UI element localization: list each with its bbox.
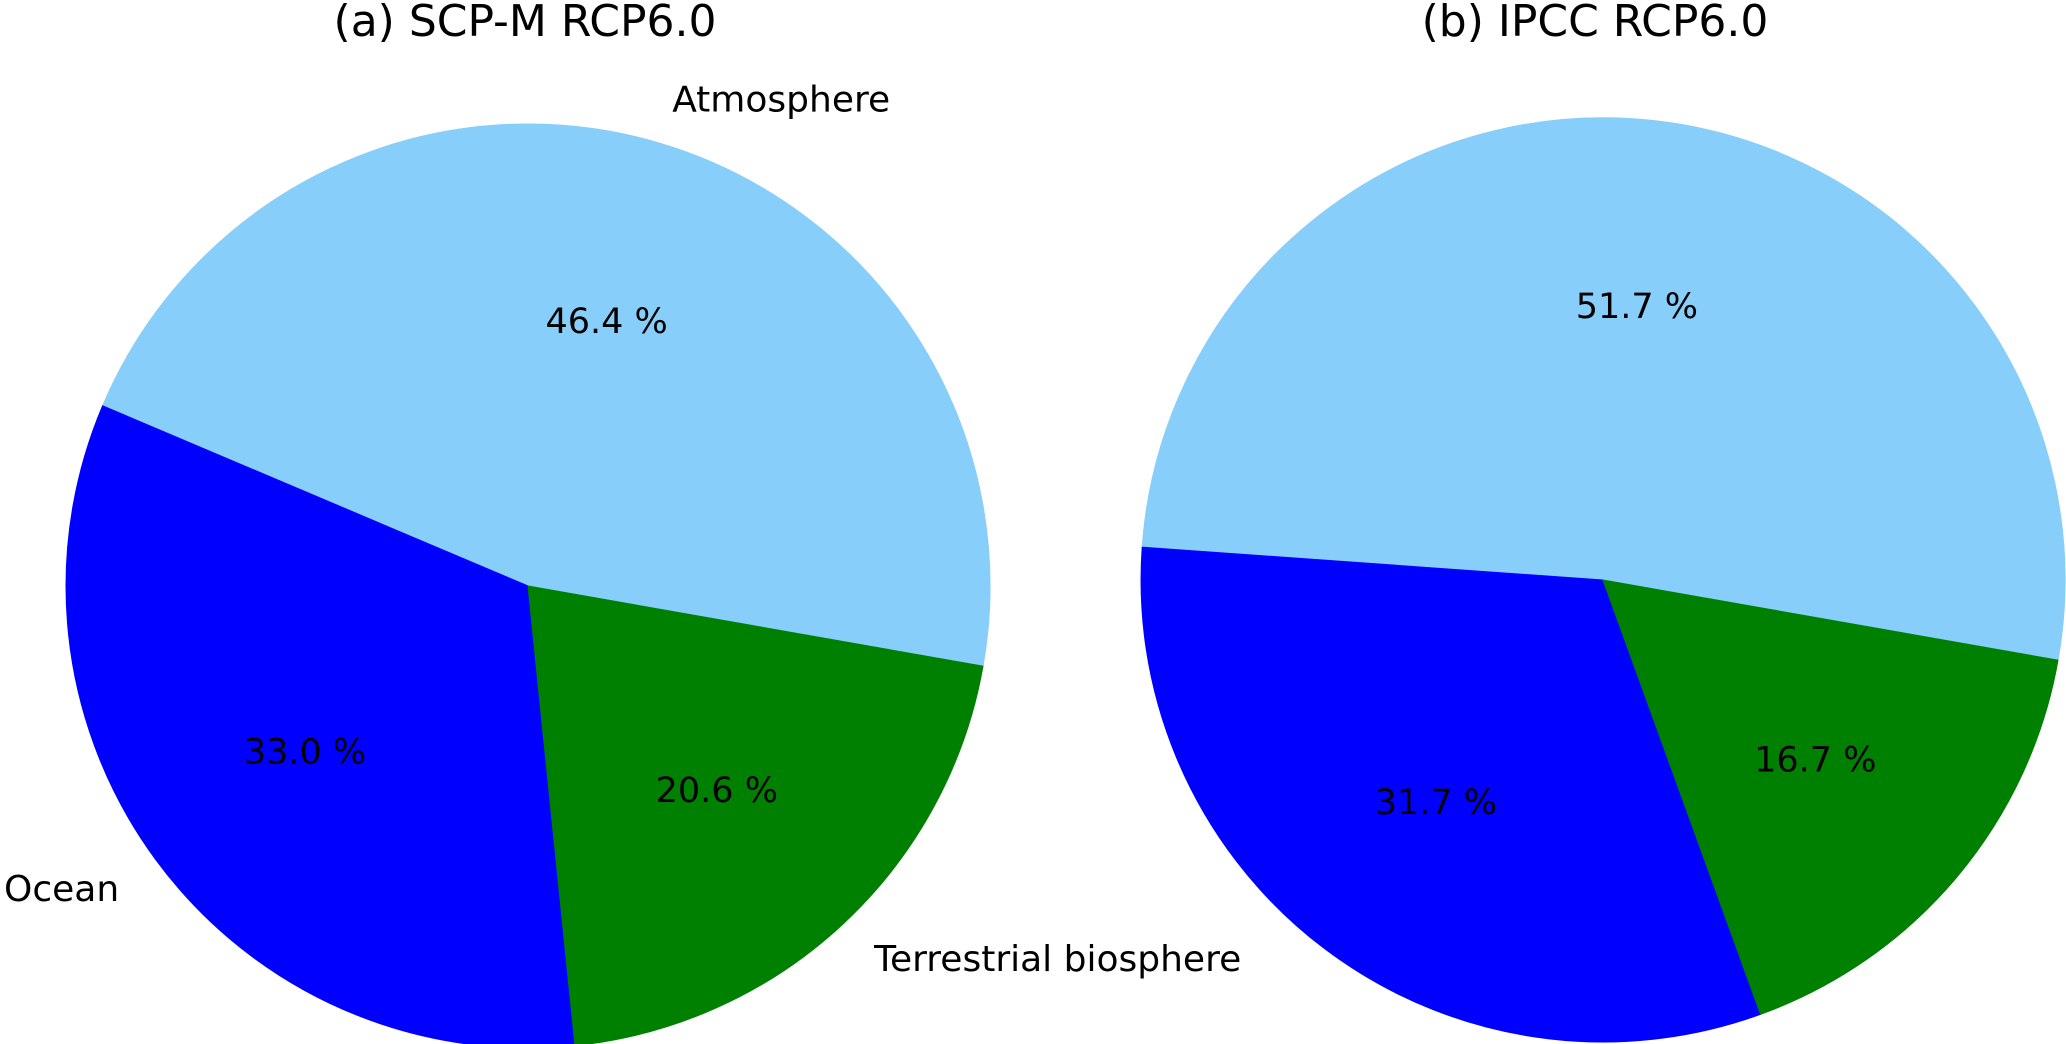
pie-slice-ocean xyxy=(1140,546,1762,1043)
category-label-terrestrial-biosphere: Terrestrial biosphere xyxy=(873,939,1241,980)
category-label-atmosphere: Atmosphere xyxy=(672,80,890,121)
pie-slice-terrestrial-biosphere xyxy=(527,585,984,1044)
chart-b-title: (b) IPCC RCP6.0 xyxy=(1422,0,1769,47)
pie-slice-ocean xyxy=(65,405,576,1044)
pct-label-terrestrial-biosphere: 16.7 % xyxy=(1754,740,1876,780)
category-label-ocean: Ocean xyxy=(4,869,119,910)
pie-chart-a: 46.4 % Atmosphere 33.0 % Ocean 20.6 % Terrest… xyxy=(4,80,1241,1044)
chart-a-title: (a) SCP-M RCP6.0 xyxy=(334,0,717,47)
pct-label-atmosphere: 46.4 % xyxy=(545,302,667,342)
pie-slice-atmosphere xyxy=(101,123,991,667)
pie-slice-terrestrial-biosphere xyxy=(1602,579,2059,1015)
pct-label-ocean: 33.0 % xyxy=(244,733,366,773)
pie-chart-b: 51.7 % 31.7 % 16.7 % xyxy=(1140,117,2066,1043)
pct-label-atmosphere: 51.7 % xyxy=(1576,287,1698,327)
pct-label-terrestrial-biosphere: 20.6 % xyxy=(656,771,778,811)
pie-slice-atmosphere xyxy=(1141,117,2066,661)
pct-label-ocean: 31.7 % xyxy=(1375,783,1497,823)
